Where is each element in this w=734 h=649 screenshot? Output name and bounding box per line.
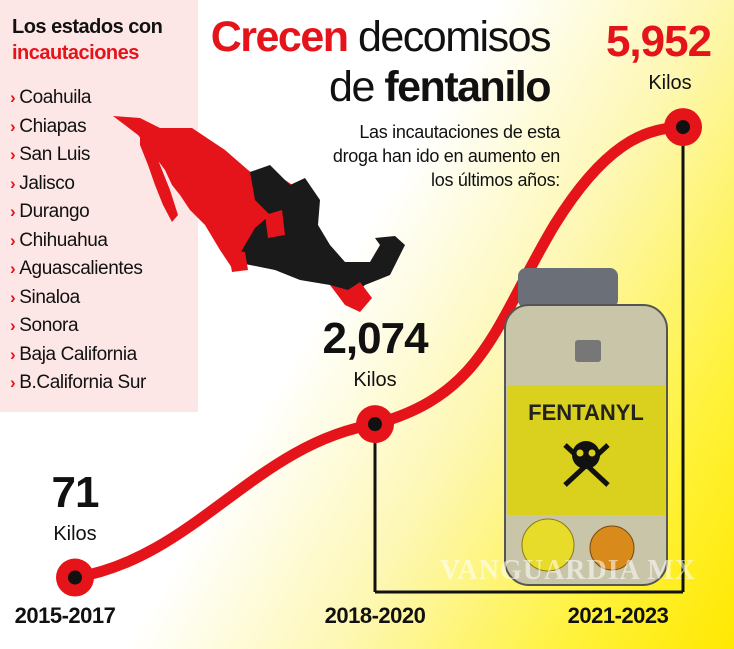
chevron-right-icon: › [10,173,16,193]
bottle-cap [518,268,618,308]
title-highlight: Crecen [210,13,349,61]
state-name: Sinaloa [19,286,80,308]
map-red-south [228,210,372,312]
title-line2-bold: fentanilo [384,63,551,111]
title-rest: decomisos [347,13,552,61]
chevron-right-icon: › [10,259,16,278]
chevron-right-icon: › [10,116,16,136]
state-item: › Chihuahua [10,227,146,256]
x-tick-label: 2021-2023 [567,603,669,628]
unit-label: Kilos [353,369,397,392]
state-name: Baja California [19,343,137,365]
chevron-right-icon: › [10,145,16,164]
fentanyl-bottle: FENTANYL [504,268,668,586]
state-name: Jalisco [19,172,75,194]
x-tick-label: 2015-2017 [14,603,116,628]
state-item: › Sonora [10,312,146,341]
state-item: › Jalisco [10,170,146,199]
data-point-center [68,570,82,585]
map-red-regions [113,116,300,268]
state-name: Aguascalientes [19,258,143,279]
chart-axes [373,127,685,594]
panel-title-line1: Los estados con [12,16,163,38]
padlock-icon [575,340,601,362]
watermark: VANGUARDIA MX [440,555,696,586]
data-point-center [676,120,690,135]
x-tick-label: 2018-2020 [324,603,426,628]
states-panel-title: Los estados con incautaciones [12,14,163,66]
chevron-right-icon: › [10,316,16,335]
series-line [69,121,689,584]
subtitle: Las incautaciones de esta droga han ido … [332,122,560,190]
unit-label: Kilos [648,72,692,95]
state-name: San Luis [19,144,91,165]
mexico-map [113,116,405,312]
chevron-right-icon: › [10,202,16,221]
data-point-center [368,417,382,432]
chevron-right-icon: › [10,88,16,107]
state-item: › Chiapas [10,113,146,142]
state-item: › Baja California [10,341,146,370]
state-item: › Durango [10,198,146,227]
state-item: › Aguascalientes [10,255,146,284]
state-name: Coahuila [19,87,92,108]
state-item: › B.California Sur [10,369,146,398]
data-label: 2,074 [322,314,428,364]
state-item: › Sinaloa [10,284,146,313]
states-list: › Coahuila › Chiapas › San Luis › Jalisco › Duran… [10,84,146,398]
pill [589,525,635,571]
chevron-right-icon: › [10,373,16,392]
chart-points [56,108,702,597]
chevron-right-icon: › [10,287,16,307]
skull-crossbones-icon [563,441,610,487]
map-dark-regions [235,165,405,300]
state-name: Chiapas [19,115,87,137]
state-name: Sonora [19,315,79,336]
chevron-right-icon: › [10,230,16,250]
bottle-label-text: FENTANYL [528,400,644,425]
chevron-right-icon: › [10,344,16,364]
state-name: Chihuahua [19,229,108,251]
state-name: Durango [19,201,90,222]
title-line2-prefix: de [329,63,385,111]
state-item: › Coahuila [10,84,146,113]
panel-title-line2: incautaciones [12,42,139,64]
page-title: Crecen decomisos de fentanilo [210,12,552,112]
pill [521,518,575,572]
unit-label: Kilos [53,522,97,545]
state-item: › San Luis [10,141,146,170]
state-name: B.California Sur [19,372,146,393]
data-label: 5,952 [605,17,712,67]
data-label: 71 [51,467,100,517]
